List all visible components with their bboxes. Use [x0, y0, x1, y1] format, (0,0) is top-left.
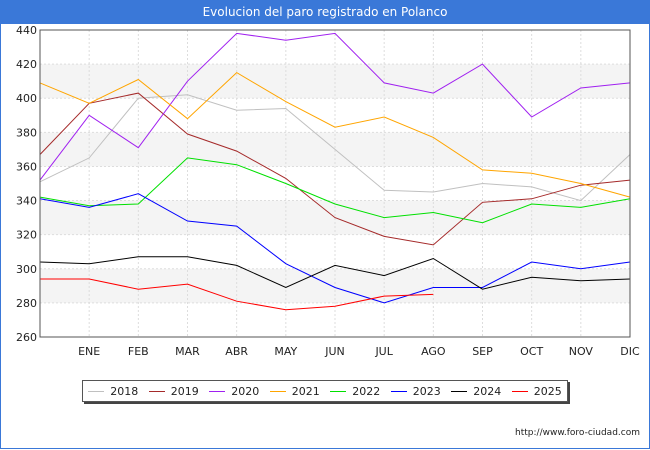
legend-swatch — [330, 390, 347, 392]
legend-label: 2023 — [412, 384, 441, 398]
chart-title: Evolucion del paro registrado en Polanco — [0, 0, 650, 24]
legend-item-2024: 2024 — [451, 385, 501, 398]
series-lines — [39, 32, 631, 311]
legend-label: 2025 — [533, 384, 562, 398]
legend-item-2022: 2022 — [330, 385, 380, 398]
plot-border — [39, 29, 631, 338]
legend-swatch — [390, 390, 407, 392]
y-tick-label: 380 — [16, 126, 37, 139]
series-line-2019 — [39, 92, 631, 246]
x-tick-label: FEB — [128, 345, 149, 358]
plot-band — [40, 268, 630, 303]
series-line-2024 — [39, 256, 631, 290]
legend-swatch — [511, 390, 528, 392]
series-line-2023 — [39, 193, 631, 304]
y-tick-label: 360 — [16, 160, 37, 173]
x-axis-ticks: ENE FEB MAR ABR MAY JUN JUL AGO SEP OCT NOV DIC — [78, 345, 640, 358]
legend-swatch — [148, 390, 165, 392]
x-tick-label: JUN — [324, 345, 345, 358]
x-tick-label: MAY — [274, 345, 297, 358]
legend-label: 2018 — [110, 384, 139, 398]
legend-label: 2022 — [352, 384, 381, 398]
series-line-2018 — [39, 94, 631, 202]
x-tick-label: SEP — [472, 345, 493, 358]
x-tick-label: JUL — [374, 345, 393, 358]
source-url: http://www.foro-ciudad.com — [515, 428, 640, 438]
series-line-2020 — [39, 32, 631, 181]
series-line-2021 — [39, 71, 631, 198]
x-tick-label: AGO — [421, 345, 446, 358]
x-tick-label: NOV — [569, 345, 594, 358]
series-line-2025 — [40, 278, 434, 311]
legend-label: 2020 — [231, 384, 260, 398]
legend-item-2023: 2023 — [390, 384, 441, 398]
y-tick-label: 440 — [16, 24, 37, 37]
x-tick-label: MAR — [175, 345, 200, 358]
legend-label: 2019 — [170, 384, 199, 398]
legend-item-2018: 2018 — [88, 385, 138, 398]
y-tick-label: 280 — [16, 297, 37, 310]
legend-item-2019: 2019 — [148, 384, 199, 398]
legend-swatch — [209, 390, 226, 392]
series-line-2022 — [39, 157, 631, 224]
legend-item-2021: 2021 — [269, 384, 320, 398]
y-tick-label: 260 — [16, 331, 37, 344]
x-tick-label: OCT — [520, 345, 543, 358]
y-tick-label: 420 — [16, 58, 37, 71]
legend-label: 2021 — [291, 384, 320, 398]
y-tick-label: 340 — [16, 195, 37, 208]
legend-label: 2024 — [473, 384, 502, 398]
y-tick-label: 300 — [16, 263, 37, 276]
y-axis-ticks: 260 280 300 320 340 360 380 400 420 440 — [16, 24, 37, 344]
legend-swatch — [451, 390, 468, 392]
x-tick-label: ABR — [225, 345, 248, 358]
legend-item-2020: 2020 — [209, 385, 259, 398]
y-tick-label: 320 — [16, 229, 37, 242]
plot-band — [40, 64, 630, 99]
legend-swatch — [88, 390, 105, 392]
legend-item-2025: 2025 — [511, 384, 562, 398]
x-tick-label: ENE — [78, 345, 100, 358]
legend: 2018 2019 2020 2021 2022 2023 2024 2025 — [82, 380, 568, 402]
y-tick-label: 400 — [16, 92, 37, 105]
legend-swatch — [269, 390, 286, 392]
x-tick-label: DIC — [620, 345, 640, 358]
